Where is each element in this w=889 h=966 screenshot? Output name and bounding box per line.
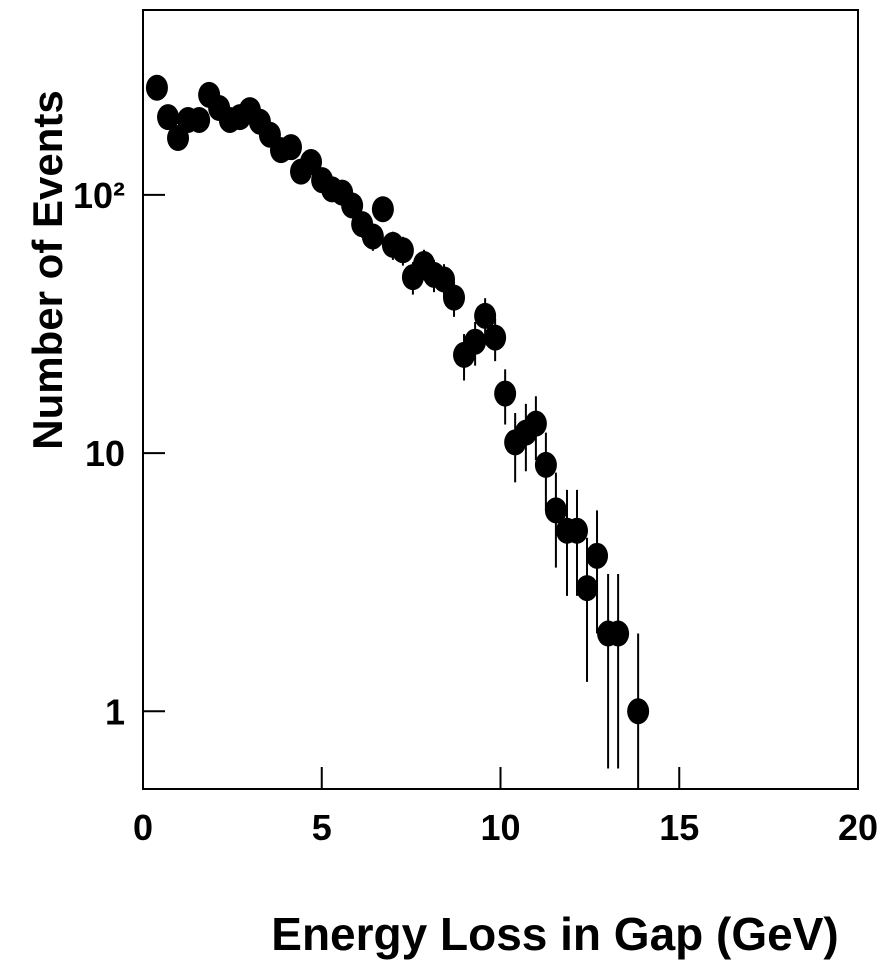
data-point <box>280 134 303 161</box>
plot-area <box>145 74 650 789</box>
x-tick-label: 10 <box>480 807 520 848</box>
data-point <box>607 620 630 647</box>
data-point <box>443 284 466 311</box>
data-point <box>391 237 414 264</box>
y-tick-label: 10² <box>73 175 125 216</box>
data-point <box>627 698 650 725</box>
data-point <box>566 517 589 544</box>
data-point <box>341 192 364 219</box>
x-axis-title: Energy Loss in Gap (GeV) <box>271 908 838 960</box>
data-point <box>534 451 557 478</box>
data-point <box>586 542 609 569</box>
data-point <box>484 324 507 351</box>
data-point <box>494 380 517 407</box>
data-point <box>157 104 180 131</box>
data-point <box>188 106 211 133</box>
data-point <box>361 223 384 250</box>
x-tick-label: 5 <box>312 807 332 848</box>
data-point <box>371 196 394 223</box>
data-point <box>300 149 323 176</box>
y-tick-label: 1 <box>105 691 125 732</box>
data-point <box>474 302 497 329</box>
x-tick-label: 0 <box>133 807 153 848</box>
y-axis-title: Number of Events <box>24 90 71 449</box>
y-tick-label: 10 <box>85 433 125 474</box>
data-point <box>576 575 599 602</box>
data-point <box>145 74 168 101</box>
data-point <box>464 328 487 355</box>
data-point <box>544 497 567 524</box>
x-tick-label: 20 <box>838 807 878 848</box>
data-point <box>524 410 547 437</box>
x-tick-label: 15 <box>659 807 699 848</box>
